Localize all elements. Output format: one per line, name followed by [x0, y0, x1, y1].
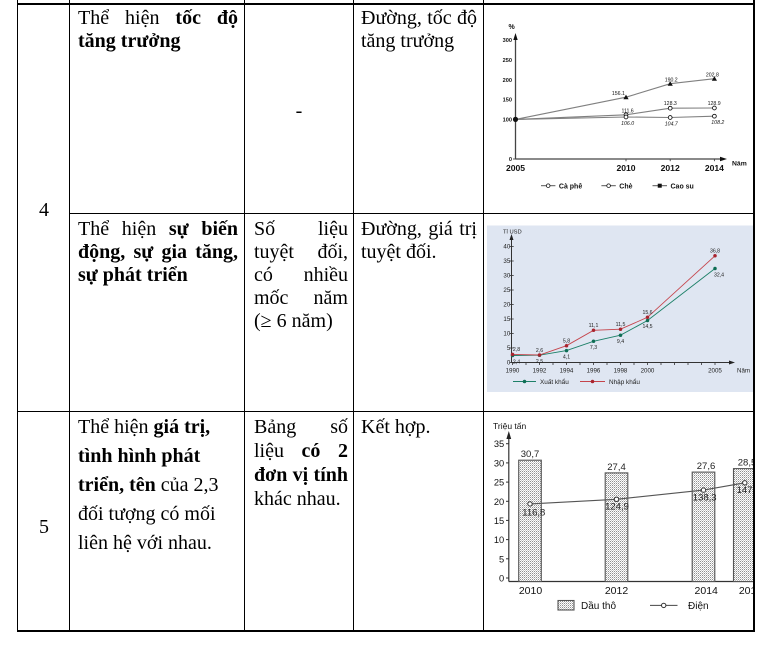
svg-text:36,8: 36,8 — [710, 249, 720, 255]
svg-text:14,5: 14,5 — [642, 324, 652, 330]
svg-text:30: 30 — [503, 273, 510, 280]
svg-text:124,9: 124,9 — [605, 502, 629, 513]
svg-text:104.7: 104.7 — [665, 122, 679, 128]
svg-text:Chè: Chè — [619, 183, 632, 190]
svg-text:2014: 2014 — [695, 585, 719, 597]
svg-text:5: 5 — [499, 554, 504, 564]
svg-text:Cao su: Cao su — [671, 183, 694, 190]
svg-text:150: 150 — [503, 98, 512, 104]
svg-text:2,4: 2,4 — [513, 359, 520, 365]
svg-text:15: 15 — [494, 516, 504, 526]
svg-text:11,5: 11,5 — [616, 322, 626, 328]
svg-text:250: 250 — [503, 58, 512, 64]
svg-text:2000: 2000 — [641, 368, 655, 375]
svg-text:2016: 2016 — [739, 585, 753, 597]
svg-text:30: 30 — [494, 458, 504, 468]
svg-text:27,4: 27,4 — [607, 462, 626, 473]
svg-text:1998: 1998 — [614, 368, 628, 375]
svg-text:300: 300 — [503, 38, 512, 44]
svg-text:200: 200 — [503, 78, 512, 84]
svg-text:28,5: 28,5 — [738, 458, 753, 469]
svg-text:2010: 2010 — [519, 585, 543, 597]
svg-text:156.1: 156.1 — [612, 91, 625, 97]
svg-text:15: 15 — [503, 316, 510, 323]
svg-text:Xuất khẩu: Xuất khẩu — [540, 377, 569, 386]
svg-text:2012: 2012 — [605, 585, 629, 597]
svg-text:7,3: 7,3 — [590, 345, 597, 351]
svg-text:Tỉ USD: Tỉ USD — [503, 229, 522, 236]
svg-text:5,8: 5,8 — [563, 339, 570, 345]
svg-text:%: % — [509, 24, 516, 31]
svg-text:Cà phê: Cà phê — [559, 183, 582, 190]
svg-text:2012: 2012 — [661, 163, 680, 173]
svg-text:15,6: 15,6 — [642, 310, 652, 316]
svg-text:202.8: 202.8 — [706, 73, 719, 79]
svg-text:25: 25 — [494, 478, 504, 488]
svg-text:0: 0 — [499, 574, 504, 584]
svg-text:9,4: 9,4 — [617, 339, 624, 345]
svg-text:106.0: 106.0 — [621, 121, 634, 127]
svg-text:111.6: 111.6 — [621, 109, 633, 115]
svg-text:25: 25 — [503, 287, 510, 294]
svg-text:35: 35 — [503, 258, 510, 265]
svg-text:40: 40 — [503, 244, 510, 251]
svg-text:2005: 2005 — [506, 163, 525, 173]
svg-text:2,6: 2,6 — [536, 348, 543, 354]
svg-text:190.2: 190.2 — [665, 78, 678, 84]
svg-text:116,8: 116,8 — [522, 507, 545, 518]
svg-text:108.2: 108.2 — [711, 120, 724, 126]
svg-text:32,4: 32,4 — [714, 272, 724, 278]
svg-text:128.3: 128.3 — [664, 101, 677, 107]
svg-text:Nhập khẩu: Nhập khẩu — [609, 378, 640, 386]
svg-text:128.9: 128.9 — [708, 101, 721, 107]
svg-text:30,7: 30,7 — [521, 449, 540, 460]
svg-text:35: 35 — [494, 439, 504, 449]
svg-text:11,1: 11,1 — [589, 323, 599, 329]
svg-text:0: 0 — [509, 157, 512, 163]
svg-text:2014: 2014 — [705, 163, 724, 173]
svg-text:100: 100 — [503, 117, 512, 123]
svg-text:0: 0 — [507, 360, 511, 367]
svg-text:5: 5 — [507, 345, 511, 352]
svg-text:2,8: 2,8 — [513, 347, 520, 353]
svg-text:1992: 1992 — [533, 368, 547, 375]
svg-text:20: 20 — [503, 302, 510, 309]
svg-text:1994: 1994 — [560, 368, 574, 375]
svg-text:2010: 2010 — [616, 163, 635, 173]
svg-text:1996: 1996 — [587, 368, 601, 375]
svg-text:Năm: Năm — [732, 161, 747, 168]
svg-text:10: 10 — [503, 331, 510, 338]
svg-text:147,5: 147,5 — [737, 485, 753, 496]
svg-text:2,5: 2,5 — [536, 359, 543, 365]
svg-text:20: 20 — [494, 497, 504, 507]
svg-text:10: 10 — [494, 535, 504, 545]
svg-text:Điện: Điện — [688, 601, 709, 612]
svg-text:4,1: 4,1 — [563, 354, 570, 360]
svg-text:Dầu thô: Dầu thô — [581, 600, 616, 612]
svg-text:138,3: 138,3 — [693, 492, 717, 503]
svg-text:27,6: 27,6 — [697, 461, 716, 472]
svg-text:2005: 2005 — [708, 368, 722, 375]
svg-text:Triệu tấn: Triệu tấn — [493, 421, 527, 431]
svg-text:Năm: Năm — [737, 368, 750, 375]
svg-text:1990: 1990 — [506, 368, 520, 375]
